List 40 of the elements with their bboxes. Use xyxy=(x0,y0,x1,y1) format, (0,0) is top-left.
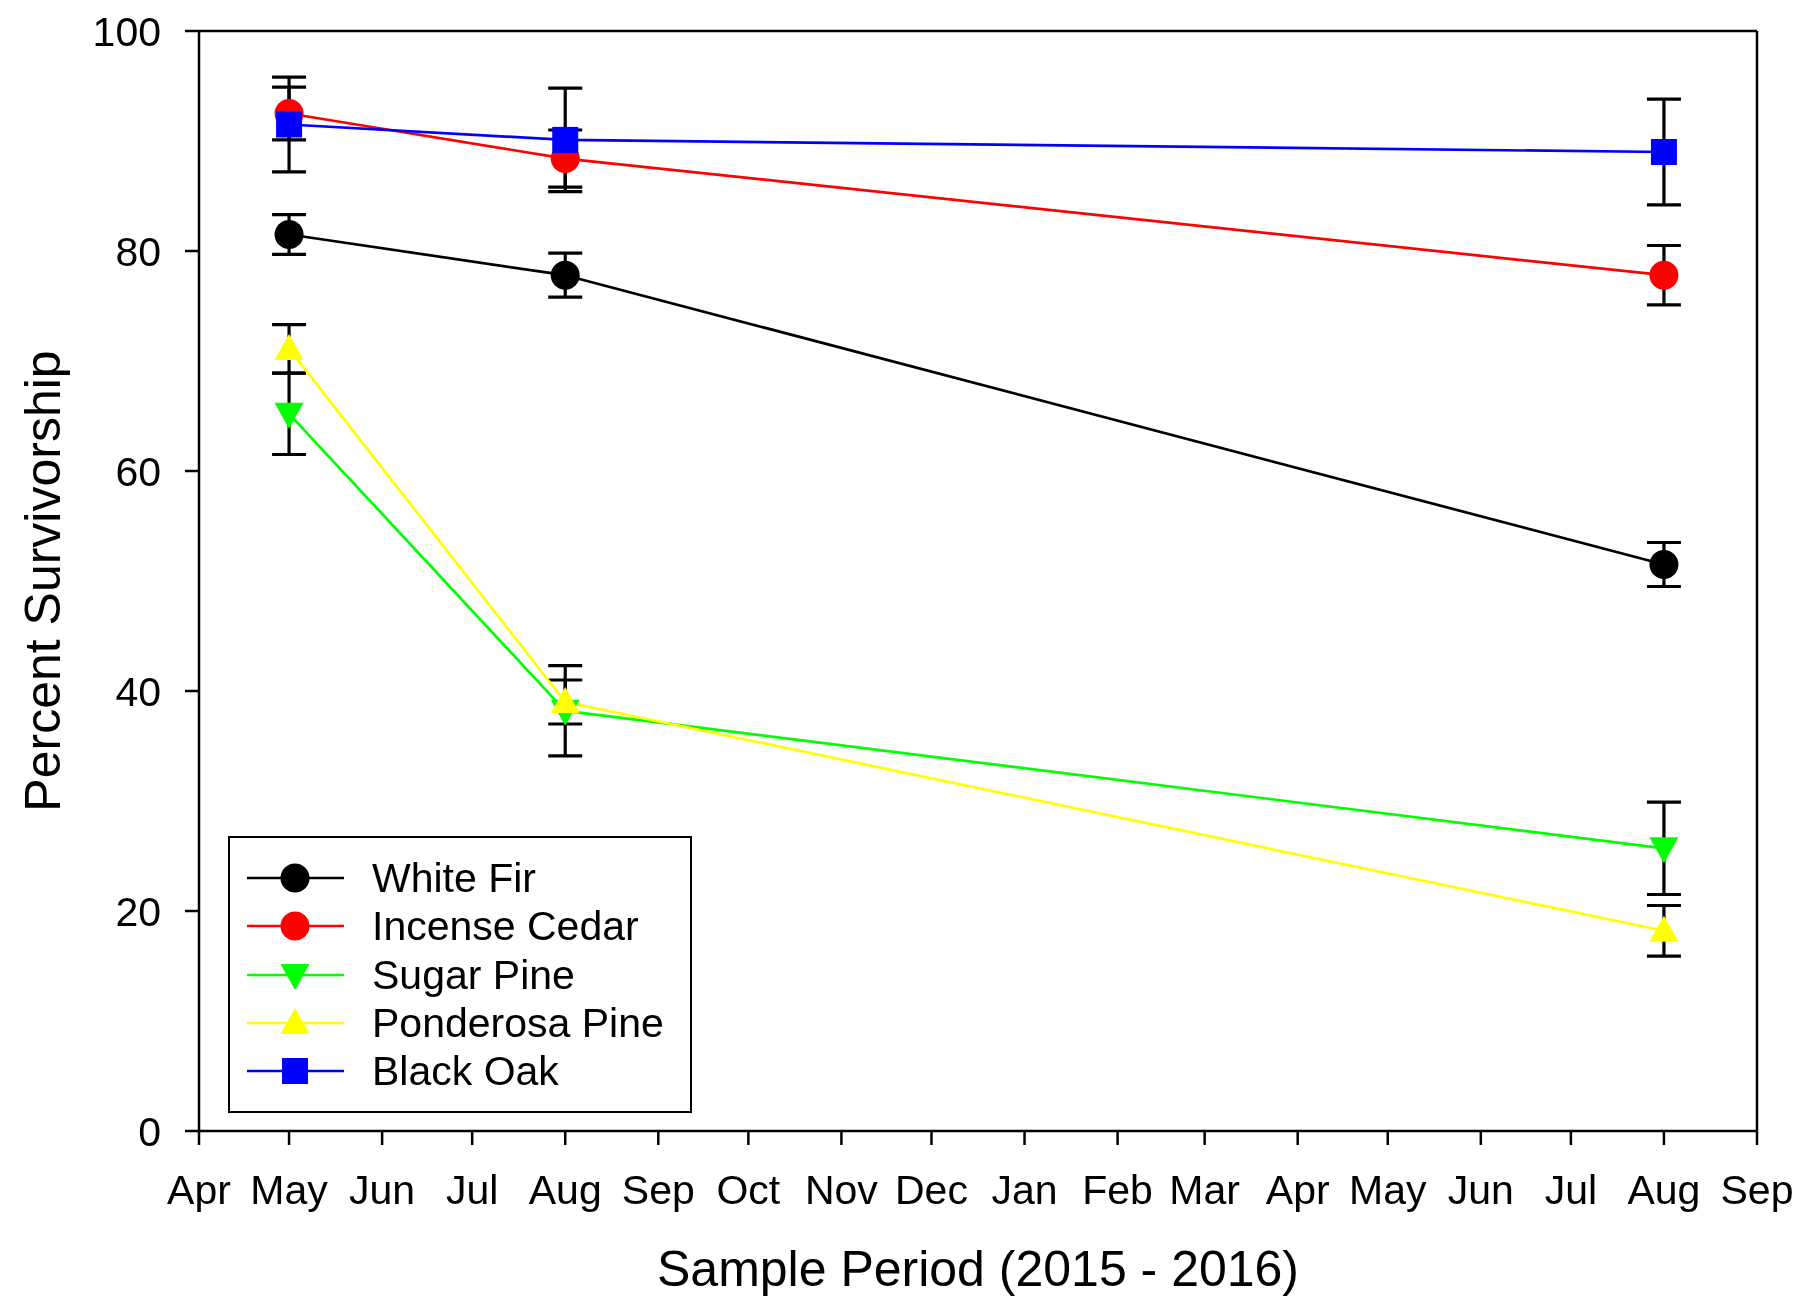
x-tick-label: Jan xyxy=(991,1167,1058,1214)
x-tick-label: Apr xyxy=(167,1167,231,1214)
point xyxy=(550,260,580,290)
y-tick-label: 0 xyxy=(138,1108,161,1155)
legend-label: White Fir xyxy=(372,854,536,903)
point xyxy=(276,111,303,138)
point xyxy=(274,402,304,429)
point xyxy=(1649,260,1679,290)
x-tick-label: May xyxy=(1349,1167,1427,1214)
x-tick-label: Jun xyxy=(349,1167,416,1214)
y-axis-title: Percent Survivorship xyxy=(14,350,71,812)
x-tick-label: Sep xyxy=(1720,1167,1794,1214)
x-tick-label: May xyxy=(250,1167,329,1214)
point xyxy=(1649,550,1679,579)
x-tick-label: Oct xyxy=(716,1167,781,1214)
y-tick-label: 40 xyxy=(115,668,161,715)
legend-label: Ponderosa Pine xyxy=(372,999,664,1048)
legend-label: Sugar Pine xyxy=(372,950,575,999)
x-tick-label: Jul xyxy=(445,1167,499,1214)
x-tick-label: Mar xyxy=(1169,1167,1240,1214)
x-tick-label: Jun xyxy=(1447,1167,1514,1214)
x-tick-label: Dec xyxy=(895,1167,968,1214)
x-tick-label: Aug xyxy=(1627,1167,1701,1214)
x-tick-label: Nov xyxy=(804,1167,879,1214)
point xyxy=(1649,837,1679,864)
y-tick-label: 20 xyxy=(115,888,161,935)
point xyxy=(1650,139,1677,165)
x-tick-label: Aug xyxy=(528,1167,602,1214)
y-tick-label: 60 xyxy=(115,448,161,495)
x-tick-label: Feb xyxy=(1082,1167,1153,1214)
legend-label: Incense Cedar xyxy=(372,902,639,951)
y-tick-label: 80 xyxy=(115,228,161,275)
point xyxy=(552,126,579,153)
y-tick-label: 100 xyxy=(92,8,161,55)
x-axis-title: Sample Period (2015 - 2016) xyxy=(656,1241,1300,1296)
point xyxy=(274,220,304,249)
x-tick-label: Sep xyxy=(621,1167,695,1214)
x-tick-label: Apr xyxy=(1265,1167,1330,1214)
x-tick-label: Jul xyxy=(1544,1167,1598,1214)
legend-label: Black Oak xyxy=(372,1047,559,1096)
